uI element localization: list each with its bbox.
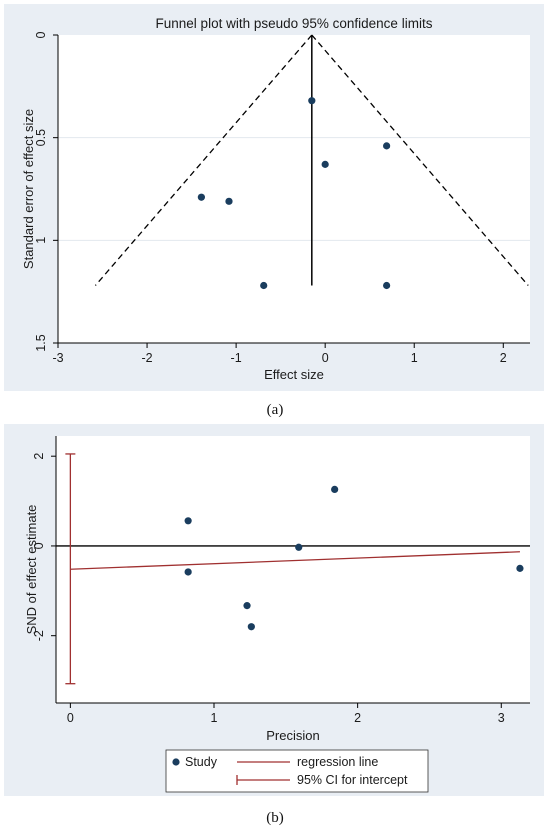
panel-a-gridlines [58,137,530,241]
x-tick-label: 1 [211,711,218,725]
legend-box [165,749,429,793]
legend-label-regression: regression line [297,755,378,769]
panel-b-y-axis-label: SND of effect estimate [24,505,39,635]
y-tick-label: 0 [32,542,46,549]
study-point [247,623,255,631]
x-tick-label: -1 [231,351,242,365]
study-point [383,142,391,150]
study-point [184,517,192,525]
legend-point-swatch [172,758,180,766]
x-tick-label: -3 [52,351,63,365]
panel-b-marks [56,453,530,685]
x-tick-label: 0 [322,351,329,365]
y-tick-label: 0.5 [34,129,48,146]
y-tick-label: 2 [32,453,46,460]
panel-a-marks [94,34,529,290]
panel-a-caption: (a) [267,402,284,418]
regression-line [70,551,520,570]
study-point [225,197,233,205]
panel-a-axes: -3 -2 -1 0 1 2 0 0.5 1 1.5 [34,31,530,365]
y-tick-label: 1.5 [34,334,48,351]
study-point [516,564,524,572]
panel-a: -3 -2 -1 0 1 2 0 0.5 1 1.5 Funnel plot with pseud… [4,4,544,418]
panel-a-title: Funnel plot with pseudo 95% confidence l… [156,16,433,31]
x-tick-label: 2 [354,711,361,725]
study-point [243,602,251,610]
panel-b-plot-area [56,436,530,703]
panel-b-legend: Study regression line 95% CI for intercept [165,749,429,793]
study-point [383,281,391,290]
x-tick-label: -2 [141,351,152,365]
study-point [295,543,303,551]
panel-b-caption: (b) [266,810,284,826]
study-point [184,568,192,576]
x-tick-label: 2 [500,351,507,365]
panel-a-y-axis-label: Standard error of effect size [21,109,36,269]
legend-label-ci: 95% CI for intercept [297,773,408,787]
x-tick-label: 1 [411,351,418,365]
y-tick-label: 1 [34,237,48,244]
x-tick-label: 3 [498,711,505,725]
study-point [260,281,268,290]
y-tick-label: -2 [32,630,46,641]
confidence-limit-line [311,34,529,286]
y-tick-label: 0 [34,31,48,38]
panel-b-x-axis-label: Precision [266,728,319,743]
panel-a-x-axis-label: Effect size [264,367,324,382]
panel-b: 0 1 2 3 -2 0 2 Precision SND of effect estimat… [4,424,544,826]
legend-label-study: Study [185,755,218,769]
study-point [197,193,205,201]
confidence-limit-line [94,34,313,286]
panel-a-plot-area [58,35,530,343]
panel-b-axes: 0 1 2 3 -2 0 2 [32,436,530,725]
study-point [308,97,316,105]
study-point [331,485,339,493]
x-tick-label: 0 [67,711,74,725]
study-point [321,160,329,168]
